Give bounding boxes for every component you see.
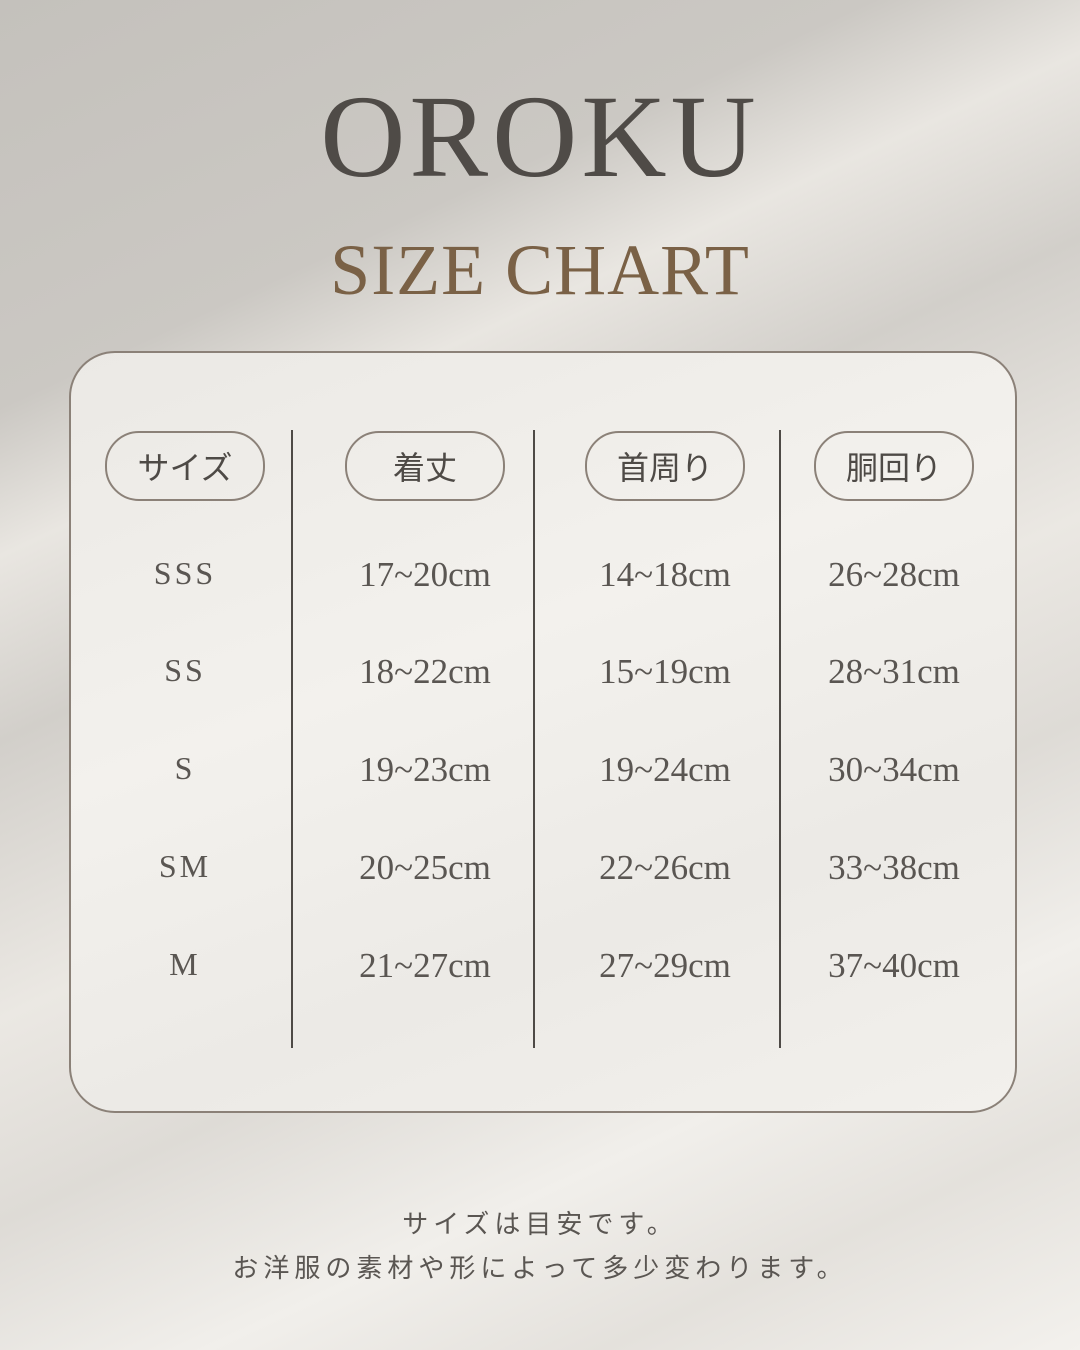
size-label: M — [169, 946, 201, 982]
measurement-cell: 19~23cm — [359, 750, 491, 789]
measurement-cell: 26~28cm — [828, 555, 960, 594]
size-table-card — [69, 351, 1017, 1113]
measurement-cell: 22~26cm — [599, 848, 731, 887]
size-label: SM — [158, 848, 212, 884]
brand-title: OROKU — [320, 71, 760, 202]
measurement-cell: 21~27cm — [359, 946, 491, 985]
measurement-cell: 15~19cm — [599, 652, 731, 691]
measurement-cell: 20~25cm — [359, 848, 491, 887]
measurement-cell: 30~34cm — [828, 750, 960, 789]
column-divider — [779, 430, 781, 1048]
measurement-cell: 28~31cm — [828, 652, 960, 691]
size-label: SSS — [153, 555, 217, 591]
measurement-cell: 18~22cm — [359, 652, 491, 691]
column-divider — [533, 430, 535, 1048]
column-header: 胴回り — [814, 431, 974, 501]
column-header: 首周り — [585, 431, 745, 501]
column-header: サイズ — [105, 431, 265, 501]
note-line-1: サイズは目安です。 — [402, 1210, 678, 1240]
measurement-cell: 27~29cm — [599, 946, 731, 985]
measurement-cell: 14~18cm — [599, 555, 731, 594]
measurement-cell: 33~38cm — [828, 848, 960, 887]
measurement-cell: 19~24cm — [599, 750, 731, 789]
size-label: S — [174, 750, 196, 786]
size-chart-title: SIZE CHART — [330, 230, 750, 310]
column-divider — [291, 430, 293, 1048]
measurement-cell: 37~40cm — [828, 946, 960, 985]
note-line-2: お洋服の素材や形によって多少変わります。 — [232, 1254, 848, 1284]
column-header: 着丈 — [345, 431, 505, 501]
size-label: SS — [164, 652, 206, 688]
measurement-cell: 17~20cm — [359, 555, 491, 594]
